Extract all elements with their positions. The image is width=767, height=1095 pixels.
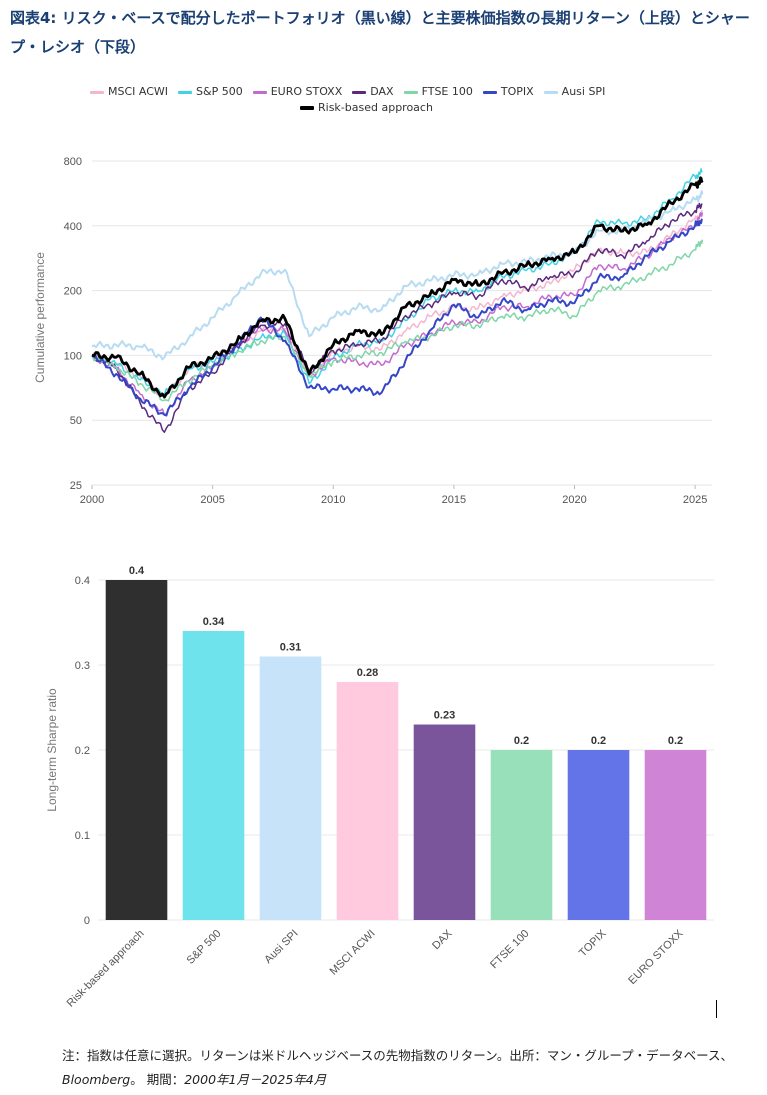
- y-tick-label: 25: [70, 480, 82, 492]
- x-tick-label: 2020: [562, 494, 586, 506]
- footnote-source: Bloomberg: [62, 1072, 131, 1087]
- series-line-risk-based-approach: [91, 176, 704, 399]
- x-tick-label: EURO STOXX: [626, 927, 686, 987]
- bar-ausi-spi: [259, 656, 322, 920]
- legend-item-euro-stoxx: EURO STOXX: [252, 84, 343, 100]
- legend-label: TOPIX: [500, 85, 534, 98]
- y-tick-label: 0.1: [75, 830, 90, 842]
- y-tick-label: 0: [84, 915, 90, 927]
- series-line-msci-acwi: [91, 209, 704, 398]
- legend-swatch: [178, 90, 193, 94]
- x-tick-label: MSCI ACWI: [328, 928, 378, 978]
- legend-item-topix: TOPIX: [482, 84, 534, 100]
- footnote-period: 2000年1月－2025年4月: [184, 1072, 327, 1087]
- legend-label: S&P 500: [196, 85, 243, 98]
- bar-value-label: 0.4: [129, 565, 145, 577]
- legend-swatch: [403, 90, 418, 94]
- legend-label: EURO STOXX: [270, 85, 343, 98]
- footnote: 注：指数は任意に選択。リターンは米ドルヘッジベースの先物指数のリターン。出所：マ…: [62, 1044, 752, 1092]
- chart-legend: MSCI ACWI S&P 500 EURO STOXX DAX FTSE 100 TOP…: [90, 84, 730, 116]
- x-tick-label: Ausi SPI: [262, 928, 300, 966]
- x-tick-label: S&P 500: [185, 928, 224, 967]
- y-tick-label: 0.2: [75, 745, 90, 757]
- legend-swatch: [90, 90, 104, 94]
- legend-swatch: [300, 106, 314, 110]
- x-tick-label: FTSE 100: [488, 928, 532, 972]
- y-tick-label: 0.3: [75, 660, 90, 672]
- bar-msci-acwi: [336, 682, 399, 920]
- text-cursor: [716, 1000, 717, 1018]
- legend-swatch: [482, 90, 497, 94]
- legend-item-ausi-spi: Ausi SPI: [543, 84, 606, 100]
- bar-value-label: 0.34: [203, 616, 225, 628]
- x-tick-label: Risk-based approach: [65, 928, 147, 1010]
- x-tick-label: TOPIX: [577, 927, 609, 959]
- y-axis-label: Long-term Sharpe ratio: [45, 688, 59, 812]
- legend-item-ftse-100: FTSE 100: [403, 84, 473, 100]
- legend-swatch: [252, 90, 267, 94]
- x-tick-label: 2010: [321, 494, 345, 506]
- footnote-middle: 。 期間：: [130, 1072, 185, 1087]
- footnote-text: 注：指数は任意に選択。リターンは米ドルヘッジベースの先物指数のリターン。出所：マ…: [62, 1048, 734, 1063]
- x-tick-label: 2015: [442, 494, 466, 506]
- bar-value-label: 0.2: [514, 735, 529, 747]
- y-tick-label: 400: [64, 221, 82, 233]
- bar-risk-based-approach: [105, 580, 168, 920]
- bar-value-label: 0.2: [668, 735, 683, 747]
- legend-label: Risk-based approach: [318, 101, 433, 114]
- y-tick-label: 200: [64, 286, 82, 298]
- bar-value-label: 0.23: [434, 710, 455, 722]
- bar-chart: 0 0.1 0.2 0.3 0.4 Long-term Sharpe ratio 0.4 Ri…: [45, 565, 714, 1010]
- legend-item-dax: DAX: [352, 84, 394, 100]
- series-line-ausi-spi: [91, 190, 704, 361]
- bar-value-label: 0.28: [357, 667, 378, 679]
- figure-title: 図表4: リスク・ベースで配分したポートフォリオ（黒い線）と主要株価指数の長期リ…: [10, 9, 750, 56]
- legend-swatch: [543, 90, 558, 94]
- legend-item-msci-acwi: MSCI ACWI: [90, 84, 168, 100]
- legend-item-s-p-500: S&P 500: [178, 84, 243, 100]
- y-tick-label: 100: [64, 350, 82, 362]
- y-tick-label: 50: [70, 415, 82, 427]
- y-axis-label: Cumulative performance: [33, 252, 47, 383]
- legend-label: FTSE 100: [421, 85, 473, 98]
- x-tick-label: 2000: [80, 494, 104, 506]
- bar-dax: [413, 724, 476, 920]
- series-line-euro-stoxx: [92, 212, 704, 416]
- bar-ftse-100: [490, 750, 553, 920]
- bar-s-p-500: [182, 631, 245, 920]
- series-line-ftse-100: [91, 239, 704, 402]
- y-tick-label: 0.4: [75, 575, 90, 587]
- x-tick-label: 2005: [200, 494, 224, 506]
- bar-topix: [567, 750, 630, 920]
- y-tick-label: 800: [64, 156, 82, 168]
- bar-euro-stoxx: [644, 750, 707, 920]
- legend-label: DAX: [370, 85, 394, 98]
- x-tick-label: 2025: [683, 494, 707, 506]
- legend-item-risk-based-approach: Risk-based approach: [300, 100, 433, 116]
- bar-value-label: 0.31: [280, 642, 301, 654]
- legend-label: MSCI ACWI: [108, 85, 169, 98]
- legend-label: Ausi SPI: [561, 85, 606, 98]
- bar-value-label: 0.2: [591, 735, 606, 747]
- series-line-s-p-500: [91, 168, 703, 395]
- x-tick-label: DAX: [430, 927, 455, 952]
- series-line-topix: [91, 218, 704, 417]
- line-chart: 25 50 100 200 400 800 2000 2005 2010 2015 2020 2025…: [33, 156, 712, 506]
- legend-swatch: [352, 90, 367, 94]
